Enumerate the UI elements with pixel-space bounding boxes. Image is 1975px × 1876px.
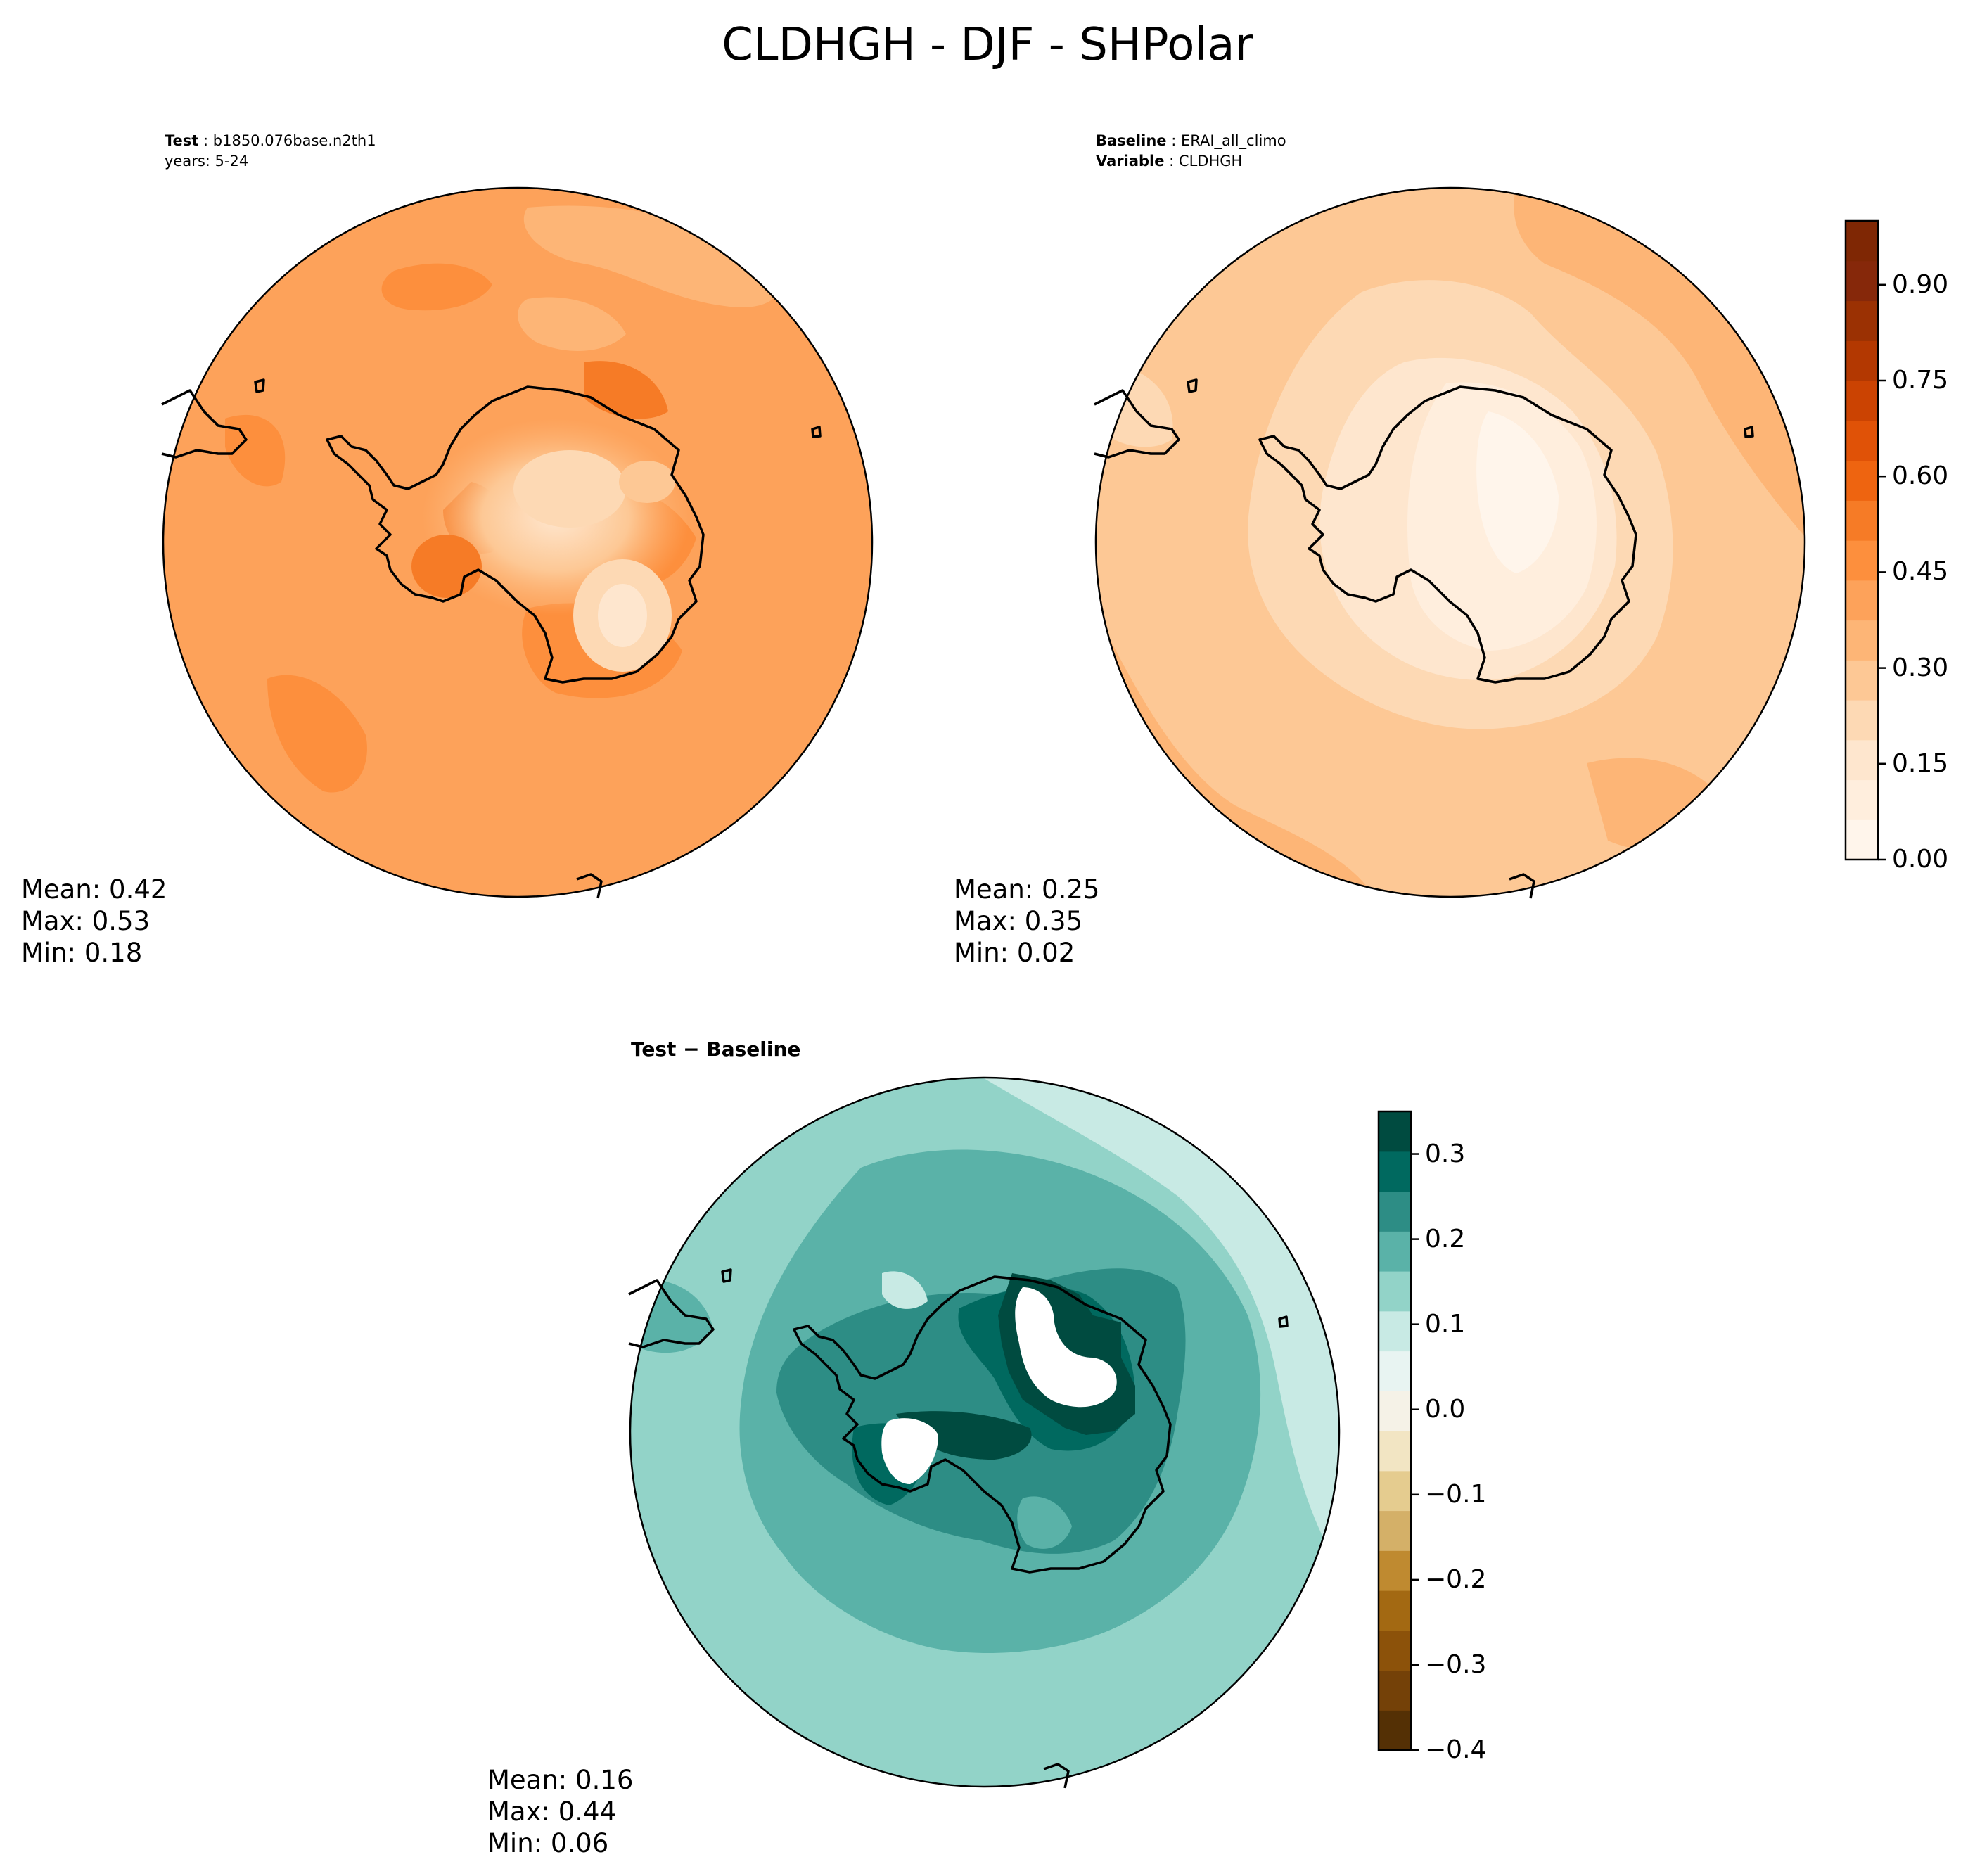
colorbar-bottom-tick-label: 0.0 [1425, 1394, 1466, 1424]
test-coastline [161, 378, 822, 899]
colorbar-bottom-band [1379, 1151, 1411, 1192]
colorbar-top-band [1846, 580, 1878, 621]
colorbar-top-band [1846, 500, 1878, 541]
colorbar-top-band [1846, 739, 1878, 781]
colorbar-top-tick-label: 0.90 [1892, 269, 1949, 299]
colorbar-top-band [1846, 779, 1878, 820]
baseline-min: Min: 0.02 [954, 938, 1075, 968]
colorbar-bottom-tick-label: 0.1 [1425, 1309, 1466, 1339]
colorbar-bottom-band [1379, 1191, 1411, 1232]
baseline-header: Baseline : ERAI_all_climo Variable : CLD… [1096, 132, 1286, 170]
diff-map [628, 1076, 1341, 1789]
diff-max: Max: 0.44 [487, 1797, 617, 1827]
colorbar-bottom-band [1379, 1111, 1411, 1152]
diff-field [630, 1078, 1339, 1787]
colorbar-top-band [1846, 620, 1878, 661]
test-years: years: 5-24 [165, 153, 249, 170]
test-case-name: b1850.076base.n2th1 [212, 132, 376, 149]
colorbar-top-band [1846, 420, 1878, 461]
colorbar-bottom [1377, 1110, 1419, 1751]
colorbar-bottom-band [1379, 1590, 1411, 1631]
colorbar-top-band [1846, 819, 1878, 860]
variable-name: CLDHGH [1178, 153, 1243, 170]
diff-coastline [628, 1268, 1289, 1789]
colorbar-bottom-band [1379, 1231, 1411, 1272]
diff-min: Min: 0.06 [487, 1828, 609, 1858]
colorbar-top-tick-label: 0.00 [1892, 845, 1949, 874]
baseline-max: Max: 0.35 [954, 906, 1083, 936]
colorbar-top-tick-label: 0.30 [1892, 653, 1949, 682]
colorbar-top-band [1846, 700, 1878, 741]
colorbar-bottom-band [1379, 1510, 1411, 1551]
test-min: Min: 0.18 [21, 938, 143, 968]
colorbar-top-frame [1844, 219, 1879, 861]
colorbar-top-band [1846, 660, 1878, 701]
colorbar-bottom-band [1379, 1351, 1411, 1391]
colorbar-bottom-band [1379, 1271, 1411, 1312]
colorbar-bottom-band [1379, 1470, 1411, 1512]
figure-title: CLDHGH - DJF - SHPolar [722, 19, 1253, 71]
colorbar-bottom-frame [1377, 1110, 1412, 1751]
colorbar-bottom-band [1379, 1391, 1411, 1431]
baseline-map-boundary [1094, 186, 1806, 898]
baseline-stats: Mean: 0.25 Max: 0.35 Min: 0.02 [954, 874, 1099, 969]
baseline-coastline [1094, 378, 1754, 899]
colorbar-top-band [1846, 260, 1878, 302]
colorbar-bottom-tick-label: −0.2 [1425, 1564, 1487, 1594]
test-field [163, 188, 872, 897]
colorbar-top-band [1846, 221, 1878, 262]
diff-map-boundary [629, 1076, 1341, 1788]
baseline-field [1096, 188, 1805, 897]
test-mean: Mean: 0.42 [21, 874, 167, 905]
test-map [161, 186, 874, 899]
colorbar-bottom-band [1379, 1550, 1411, 1591]
test-header: Test : b1850.076base.n2th1 years: 5-24 [165, 131, 376, 172]
test-map-boundary [162, 186, 874, 898]
colorbar-top-band [1846, 300, 1878, 341]
colorbar-bottom-tick-label: 0.2 [1425, 1224, 1466, 1253]
colorbar-bottom-tick-label: −0.4 [1425, 1735, 1487, 1764]
colorbar-bottom-band [1379, 1630, 1411, 1671]
colorbar-top-tick-label: 0.45 [1892, 557, 1949, 587]
colorbar-bottom-band [1379, 1710, 1411, 1751]
baseline-mean: Mean: 0.25 [954, 874, 1100, 905]
colorbar-top-tick-label: 0.15 [1892, 748, 1949, 778]
colorbar-top-band [1846, 460, 1878, 501]
baseline-map [1094, 186, 1806, 899]
test-stats: Mean: 0.42 Max: 0.53 Min: 0.18 [21, 874, 167, 969]
variable-header-key: Variable [1096, 153, 1165, 170]
colorbar-bottom-tick-label: −0.1 [1425, 1479, 1487, 1509]
colorbar-bottom-band [1379, 1310, 1411, 1352]
test-header-key: Test [165, 132, 199, 149]
diff-mean: Mean: 0.16 [487, 1765, 634, 1795]
test-max: Max: 0.53 [21, 906, 151, 936]
colorbar-top-tick-label: 0.60 [1892, 461, 1949, 491]
colorbar-bottom-tick-label: 0.3 [1425, 1139, 1466, 1168]
colorbar-top-band [1846, 340, 1878, 381]
colorbar-bottom-band [1379, 1431, 1411, 1472]
baseline-header-key: Baseline [1096, 132, 1167, 149]
baseline-case-name: ERAI_all_climo [1180, 132, 1286, 149]
colorbar-top-tick-label: 0.75 [1892, 366, 1949, 395]
colorbar-top-band [1846, 381, 1878, 421]
diff-title: Test − Baseline [631, 1038, 801, 1061]
colorbar-bottom-tick-label: −0.3 [1425, 1650, 1487, 1679]
diff-stats: Mean: 0.16 Max: 0.44 Min: 0.06 [487, 1764, 633, 1859]
colorbar-bottom-band [1379, 1670, 1411, 1711]
colorbar-top [1844, 219, 1886, 861]
colorbar-top-band [1846, 540, 1878, 581]
